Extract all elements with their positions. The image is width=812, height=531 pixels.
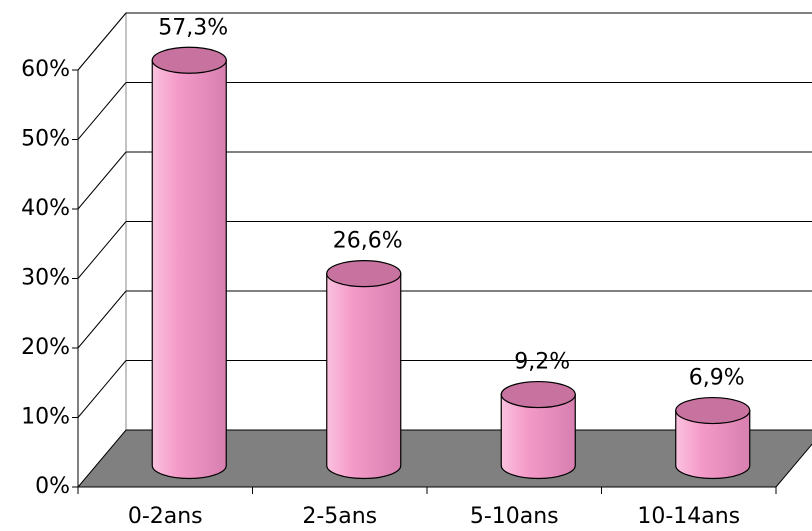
x-tick-label: 2-5ans [302,504,377,529]
data-label: 6,9% [689,366,745,391]
y-tick-label: 60% [21,57,70,82]
grid-line [77,12,127,71]
grid-line [77,221,127,279]
bar-top [675,396,751,425]
y-tick-label: 50% [21,127,70,152]
y-tick-label: 10% [21,405,70,430]
bar-top [500,380,576,409]
data-label: 9,2% [514,350,570,375]
bar [326,260,402,480]
y-tick-label: 20% [21,335,70,360]
y-tick-label: 30% [21,266,70,291]
bar-body [675,409,751,480]
grid-line [77,290,127,349]
bar [151,46,227,480]
bar-body [326,273,402,480]
grid-line [77,360,127,418]
x-tick-label: 0-2ans [128,504,203,529]
y-tick-label: 40% [21,196,70,221]
bar [500,380,576,480]
data-label: 57,3% [158,15,228,40]
bar-body [500,393,576,480]
x-tick-label: 10-14ans [637,504,740,529]
bar-top [151,46,227,74]
y-tick-label: 0% [35,474,70,499]
bar-body [151,59,227,480]
bar-top [326,260,402,288]
x-tick-label: 5-10ans [470,504,559,529]
data-label: 26,6% [333,229,403,254]
grid-line [77,151,127,210]
bar [675,396,751,480]
grid-line [77,82,127,140]
